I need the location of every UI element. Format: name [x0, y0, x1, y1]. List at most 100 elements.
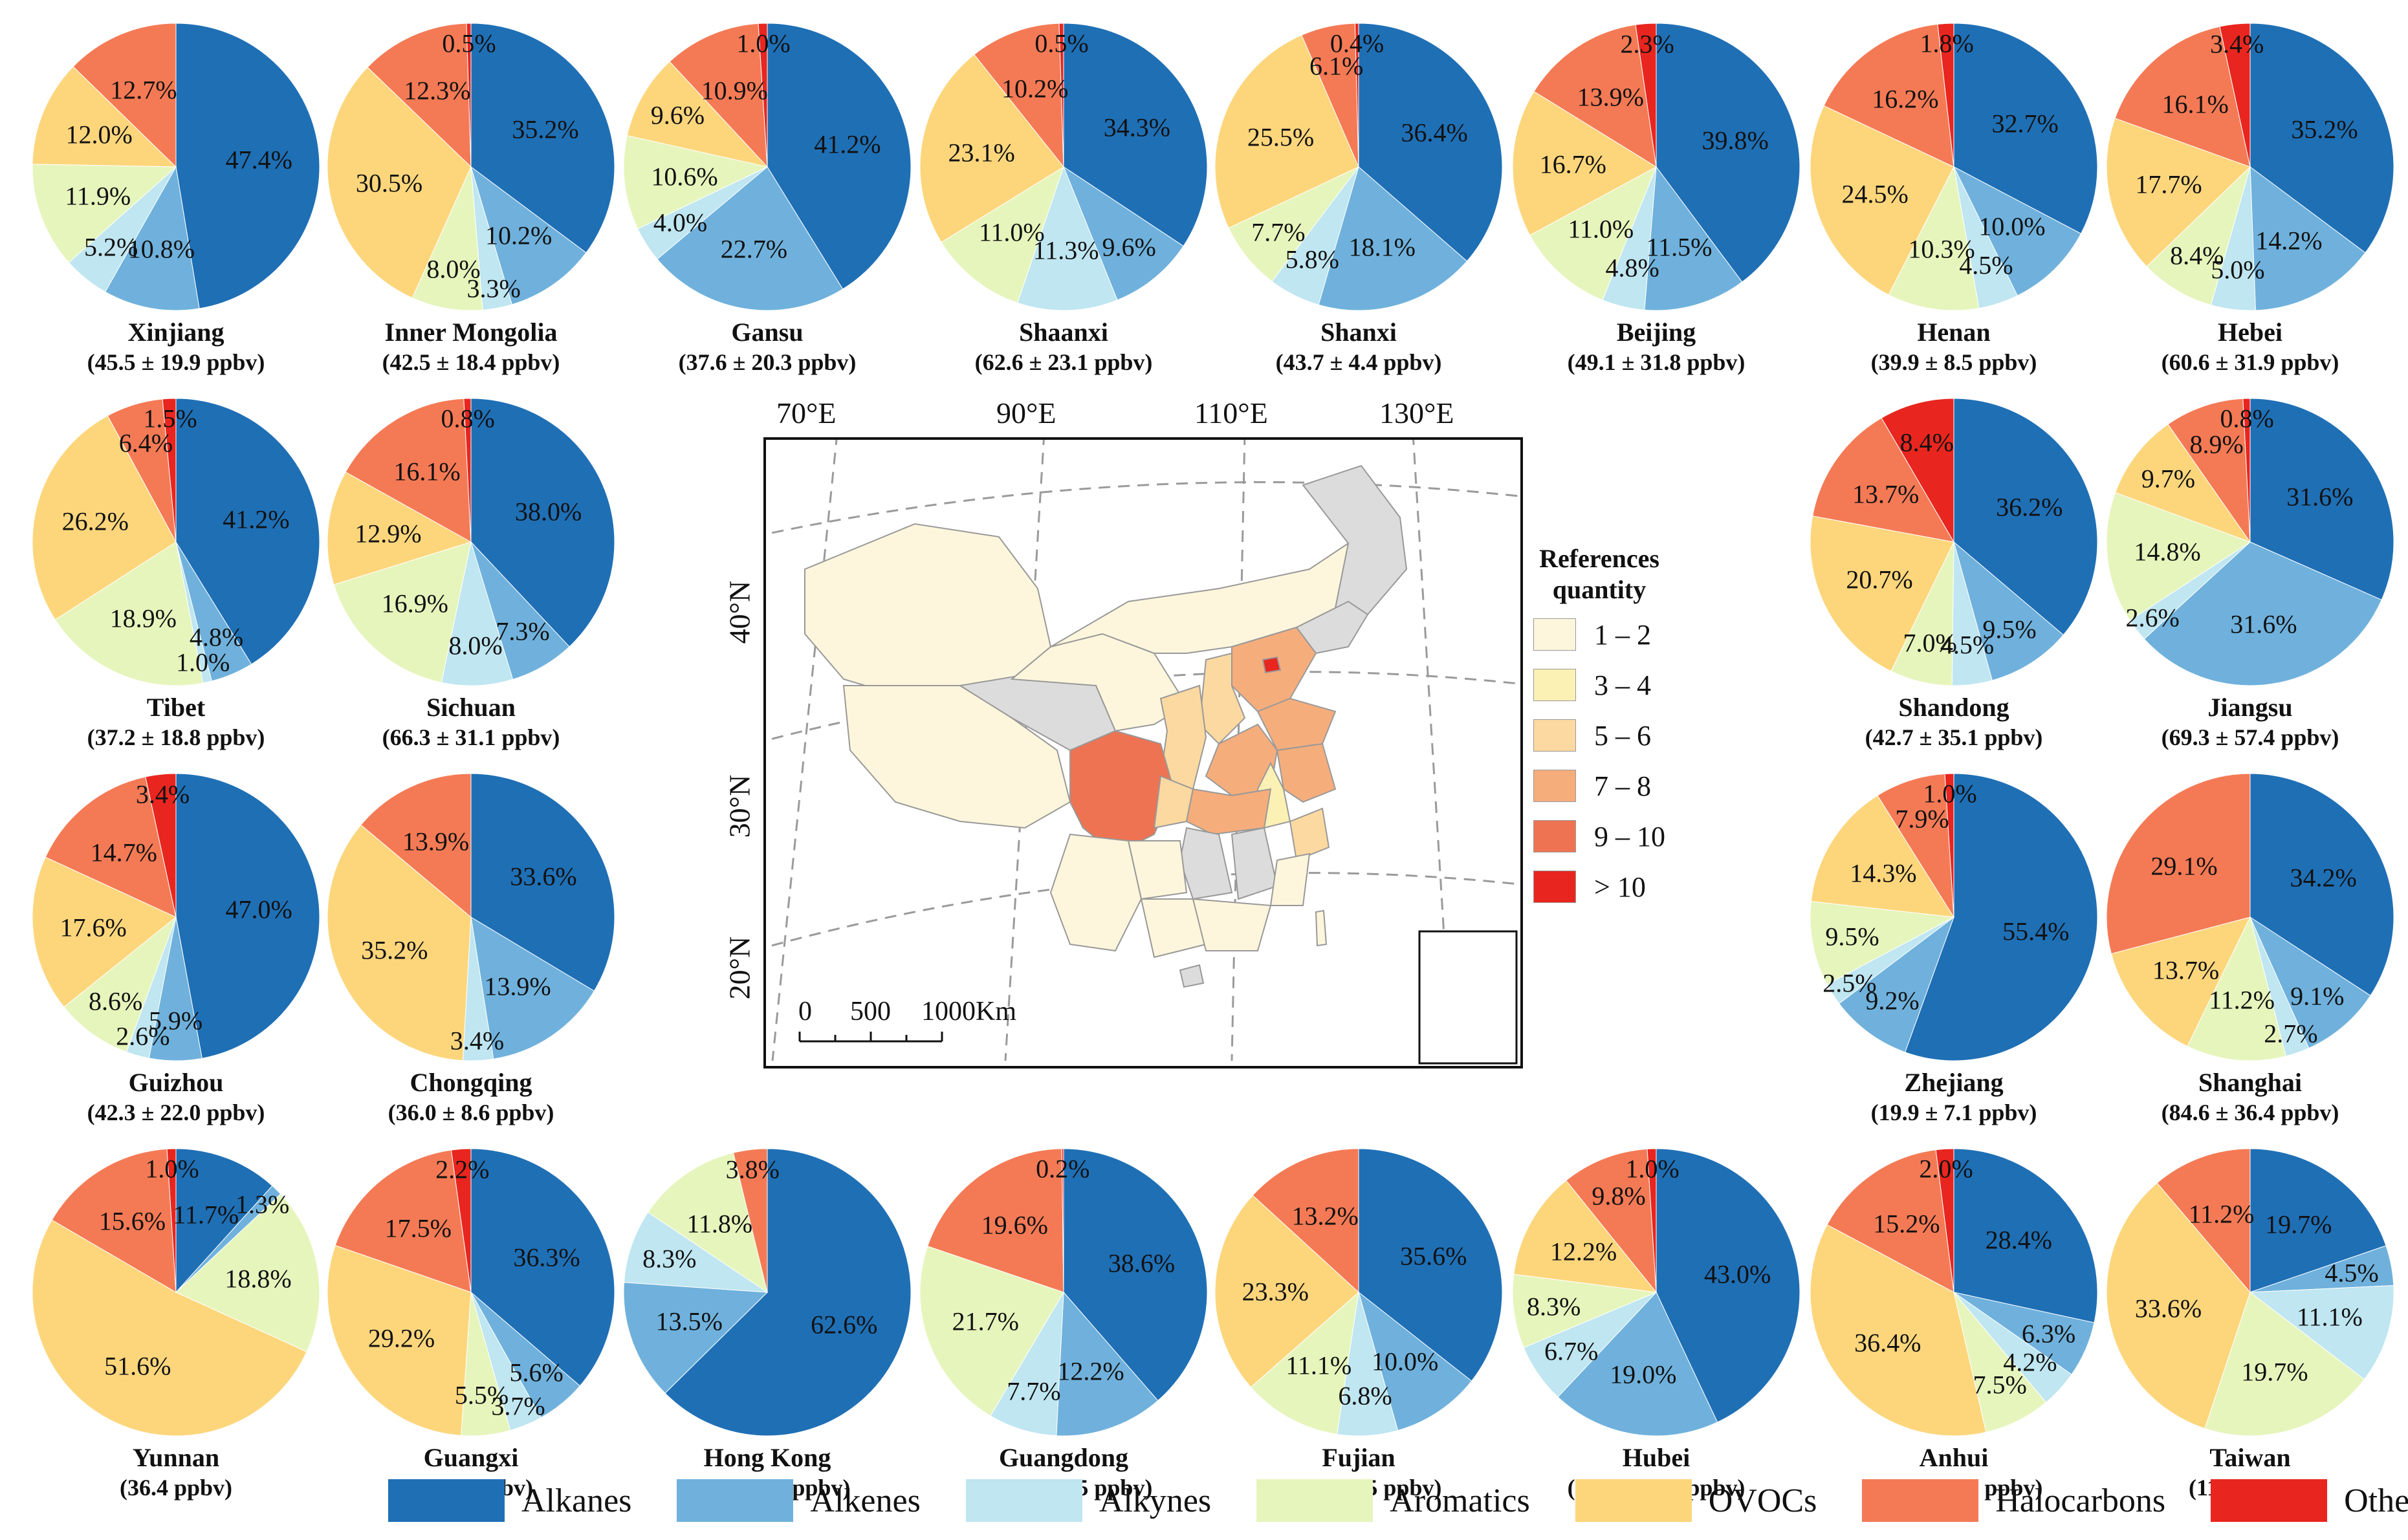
- pie-slice-ovocs: [1810, 515, 1954, 672]
- pie-label: 35.2%: [361, 935, 428, 965]
- pie-slice-alkenes: [2249, 166, 2366, 311]
- region-hunan: [1179, 827, 1233, 900]
- pie-label: 11.1%: [1286, 1350, 1352, 1380]
- pie-slice-halocarbons: [669, 23, 768, 168]
- region-beijing: [1262, 656, 1282, 674]
- region-jiangsu: [1276, 743, 1337, 803]
- map-legend-rows: 1 – 2 3 – 4 5 – 6 7 – 8 9 – 10 > 10: [1533, 609, 1665, 912]
- pie-title: Shandong: [1898, 693, 2009, 722]
- pie-label: 11.1%: [2297, 1302, 2363, 1332]
- pie-slice-others: [1944, 773, 1954, 918]
- legend-label: Others: [2344, 1482, 2408, 1519]
- pie-label: 17.7%: [2135, 169, 2202, 199]
- pie-slice-halocarbons: [367, 23, 472, 168]
- map-legend: References quantity 1 – 2 3 – 4 5 – 6 7 – 8…: [1533, 543, 1665, 912]
- map-legend-swatch: [1533, 820, 1576, 852]
- pie-label: 9.5%: [1982, 614, 2037, 644]
- pie-slice-alkenes: [1056, 1291, 1159, 1437]
- pie-slice-others: [166, 1148, 177, 1293]
- pie-slice-aromatics: [1810, 901, 1955, 985]
- pie-slice-ovocs: [2106, 1182, 2251, 1429]
- pie-label: 29.2%: [367, 1323, 435, 1353]
- pie-title: Guangxi: [423, 1443, 519, 1472]
- pie-label: 21.7%: [952, 1307, 1019, 1336]
- map-legend-label: > 10: [1594, 871, 1646, 903]
- pie-label: 13.7%: [2152, 955, 2220, 985]
- pie-label: 11.3%: [1033, 235, 1099, 265]
- pie-slice-others: [1061, 1148, 1064, 1293]
- pie-title: Hubei: [1622, 1443, 1691, 1472]
- pie-label: 19.7%: [2241, 1357, 2308, 1387]
- pie-label: 43.0%: [1703, 1259, 1771, 1289]
- pie-label: 7.3%: [496, 616, 550, 646]
- pie-slice-aromatics: [1888, 166, 1980, 311]
- pie-slice-ovocs: [2106, 118, 2251, 267]
- pie-title: Beijing: [1616, 318, 1696, 347]
- pie-label: 29.1%: [2151, 851, 2218, 881]
- pie-slice-others: [1635, 23, 1657, 168]
- region-guangdong: [1192, 898, 1272, 951]
- pie-slice-halocarbons: [360, 773, 472, 918]
- pie-title: Inner Mongolia: [384, 318, 558, 347]
- pie-slice-aromatics: [32, 164, 177, 263]
- pie-label: 33.6%: [510, 862, 577, 891]
- pie-slice-alkenes: [657, 166, 844, 311]
- legend-item-others: Others: [2211, 1479, 2408, 1522]
- pie-title: Shanxi: [1320, 318, 1397, 347]
- pie-label: 20.7%: [1846, 565, 1913, 594]
- pie-label: 8.0%: [448, 631, 503, 660]
- pie-slice-alkanes: [470, 773, 615, 992]
- pie-subtitle: (42.3 ± 22.0 ppbv): [87, 1100, 265, 1125]
- pie-slice-alkynes: [990, 1292, 1064, 1437]
- pie-slice-alkanes: [1358, 1148, 1503, 1382]
- pie-label: 11.2%: [2188, 1199, 2255, 1229]
- pie-slice-aromatics: [2106, 492, 2251, 621]
- lon-tick-130: 130°E: [1379, 396, 1454, 429]
- pie-subtitle: (37.2 ± 18.8 ppbv): [87, 724, 265, 750]
- pie-subtitle: (69.3 ± 57.4 ppbv): [2161, 724, 2339, 750]
- legend-label: Alkanes: [521, 1482, 632, 1519]
- pie-label: 2.2%: [435, 1155, 490, 1184]
- pie-slice-alkenes: [2143, 541, 2382, 686]
- pie-label: 36.4%: [1854, 1328, 1921, 1358]
- legend-label: Alkynes: [1099, 1482, 1212, 1519]
- pie-subtitle: (66.3 ± 31.1 ppbv): [382, 724, 560, 750]
- pie-subtitle: (42.5 ± 18.4 ppbv): [382, 349, 560, 375]
- pie-label: 24.5%: [1841, 179, 1909, 209]
- pie-label: 12.9%: [355, 519, 422, 548]
- pie-label: 11.0%: [978, 217, 1045, 247]
- pie-label: 12.2%: [1057, 1356, 1124, 1386]
- pie-slice-alkanes: [2249, 398, 2394, 601]
- pie-slice-others: [145, 773, 177, 918]
- pie-label: 9.6%: [650, 100, 705, 130]
- pie-slice-halocarbons: [1812, 417, 1954, 543]
- pie-label: 35.2%: [2291, 114, 2358, 144]
- legend-item-ovocs: OVOCs: [1575, 1479, 1817, 1522]
- pie-slice-alkanes: [1656, 1148, 1801, 1423]
- scale-label-1000: 1000Km: [921, 997, 1016, 1026]
- region-jiangxi: [1231, 827, 1278, 900]
- pie-slice-halocarbons: [1823, 23, 1954, 168]
- pie-hong-kong: [623, 1148, 912, 1437]
- pie-slice-alkenes: [1953, 166, 2082, 296]
- pie-label: 62.6%: [811, 1310, 878, 1339]
- pie-label: 1.5%: [143, 404, 197, 433]
- pie-label: 13.2%: [1291, 1201, 1359, 1231]
- pie-label: 28.4%: [1985, 1225, 2052, 1255]
- pie-label: 6.7%: [1544, 1336, 1599, 1366]
- pie-slice-alkanes: [664, 1148, 912, 1437]
- pie-label: 41.2%: [223, 504, 290, 534]
- pie-label: 47.4%: [225, 145, 292, 175]
- pie-label: 5.8%: [1285, 244, 1339, 274]
- pie-label: 11.8%: [686, 1209, 753, 1239]
- pie-label: 4.5%: [1940, 630, 1995, 660]
- pie-label: 6.1%: [1309, 51, 1364, 81]
- pie-slice-alkanes: [175, 23, 320, 309]
- pie-label: 10.2%: [1001, 74, 1069, 103]
- pie-label: 1.0%: [1923, 779, 1977, 808]
- scale-label-0: 0: [798, 997, 812, 1026]
- pie-label: 32.7%: [1991, 109, 2059, 138]
- map-legend-label: 5 – 6: [1594, 719, 1651, 752]
- pie-label: 13.9%: [1577, 82, 1644, 112]
